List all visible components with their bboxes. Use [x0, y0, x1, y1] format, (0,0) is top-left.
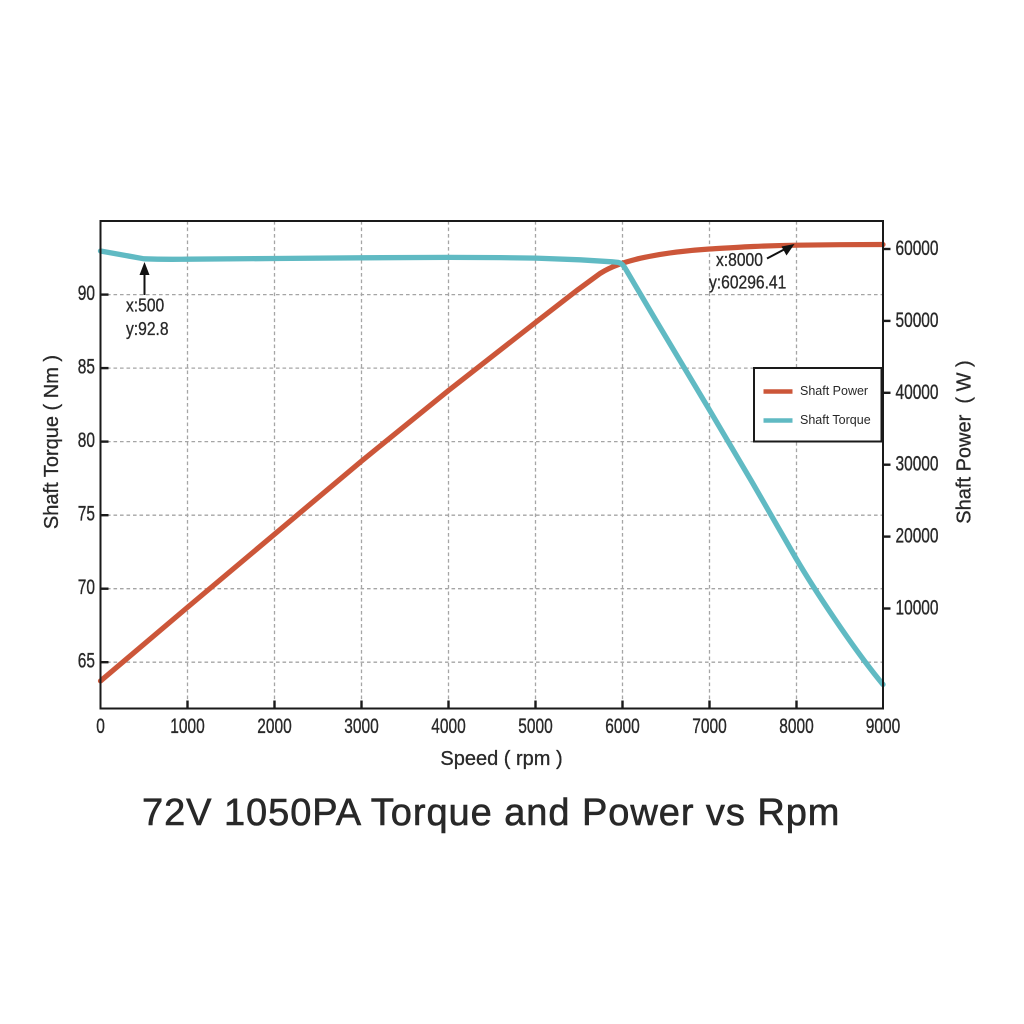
svg-text:85: 85: [78, 354, 95, 378]
svg-text:6000: 6000: [605, 713, 639, 737]
svg-text:Shaft Torque: Shaft Torque: [800, 413, 871, 427]
svg-text:80: 80: [78, 428, 95, 452]
svg-text:7000: 7000: [692, 713, 726, 737]
svg-text:5000: 5000: [518, 713, 552, 737]
svg-text:9000: 9000: [866, 713, 900, 737]
svg-text:Shaft Torque ( Nm ): Shaft Torque ( Nm ): [41, 355, 63, 529]
svg-text:x:500: x:500: [126, 295, 164, 316]
svg-text:Speed ( rpm ): Speed ( rpm ): [440, 748, 562, 770]
svg-text:75: 75: [78, 501, 95, 525]
svg-text:0: 0: [96, 713, 105, 737]
svg-text:1000: 1000: [170, 713, 204, 737]
svg-text:70: 70: [78, 575, 95, 599]
svg-text:x:8000: x:8000: [716, 250, 763, 271]
svg-text:30000: 30000: [896, 451, 939, 475]
svg-text:90: 90: [78, 281, 95, 305]
svg-text:65: 65: [78, 648, 95, 672]
svg-text:8000: 8000: [779, 713, 813, 737]
svg-text:Shaft Power ( W ): Shaft Power ( W ): [954, 360, 976, 523]
svg-text:20000: 20000: [896, 523, 939, 547]
svg-text:y:92.8: y:92.8: [126, 319, 169, 340]
svg-text:60000: 60000: [896, 235, 939, 259]
svg-text:10000: 10000: [896, 595, 939, 619]
svg-text:40000: 40000: [896, 379, 939, 403]
svg-text:4000: 4000: [431, 713, 465, 737]
svg-text:y:60296.41: y:60296.41: [709, 272, 786, 293]
svg-text:3000: 3000: [344, 713, 378, 737]
svg-text:Shaft Power: Shaft Power: [800, 384, 868, 398]
svg-text:50000: 50000: [896, 307, 939, 331]
svg-text:2000: 2000: [257, 713, 291, 737]
svg-text:72V 1050PA Torque and Power vs: 72V 1050PA Torque and Power vs Rpm: [142, 792, 840, 834]
